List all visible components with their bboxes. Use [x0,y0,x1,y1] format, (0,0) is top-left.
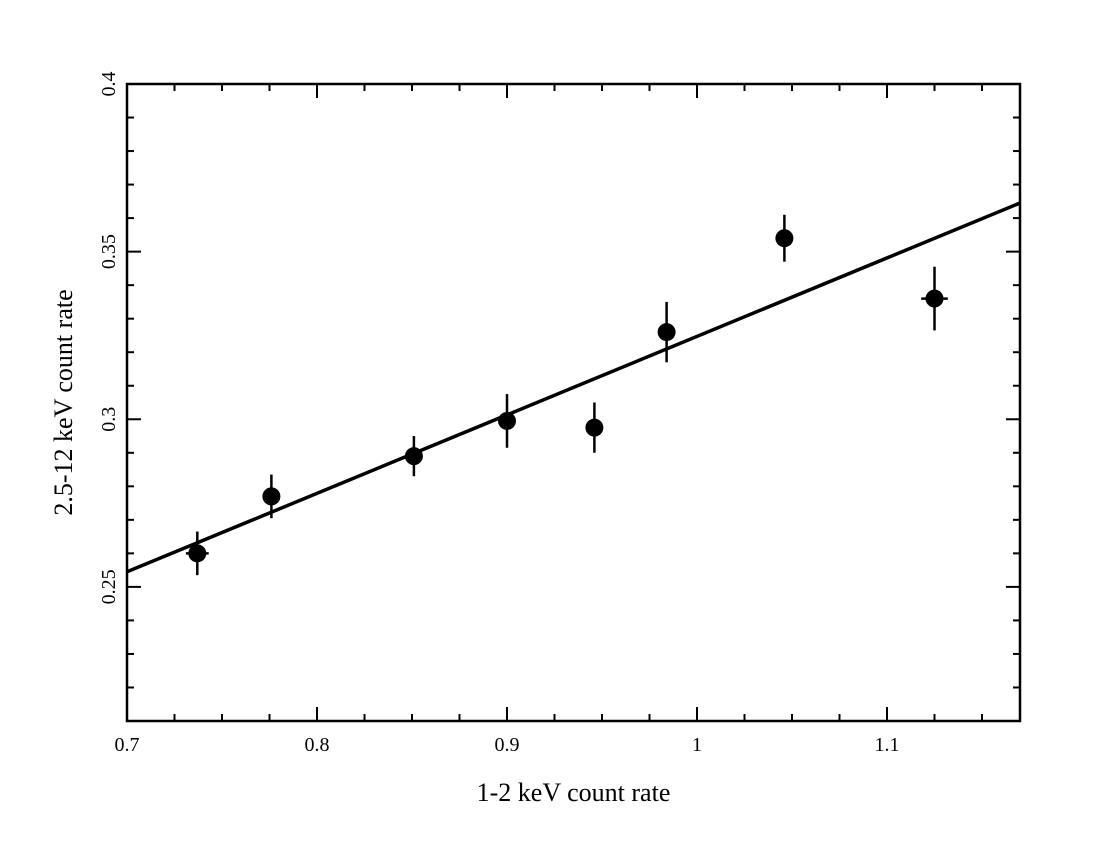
data-point [404,436,423,477]
point-marker [188,544,207,563]
minor-ticks [127,84,1020,722]
point-marker [262,487,281,506]
x-tick-label: 0.8 [305,734,330,756]
fit-line [126,201,1021,574]
plot-frame [125,82,1022,723]
x-tick-label: 0.9 [495,734,520,756]
x-axis-title: 1-2 keV count rate [477,778,671,807]
data-point [262,474,281,519]
point-marker [775,229,794,248]
data-point [775,214,794,262]
data-point [185,531,209,576]
y-axis-title: 2.5-12 keV count rate [49,289,78,515]
y-tick-label: 0.25 [98,569,120,604]
tick-labels: 0.7 0.8 0.9 1 1.1 0.25 0.3 0.35 0.4 [98,72,900,757]
y-tick-label: 0.35 [98,234,120,269]
data-point [498,394,516,448]
data-point [585,402,604,453]
point-marker [498,411,516,430]
data-point [657,301,676,363]
x-tick-label: 1 [692,734,702,756]
point-marker [585,418,604,437]
point-marker [925,289,944,308]
y-tick-label: 0.3 [98,407,120,432]
data-point [921,266,948,331]
point-marker [404,447,423,466]
point-marker [657,323,676,342]
major-ticks [126,83,1020,721]
x-tick-label: 0.7 [115,734,140,756]
data-points [185,214,948,576]
x-tick-label: 1.1 [875,734,900,756]
y-tick-label: 0.4 [98,72,120,97]
